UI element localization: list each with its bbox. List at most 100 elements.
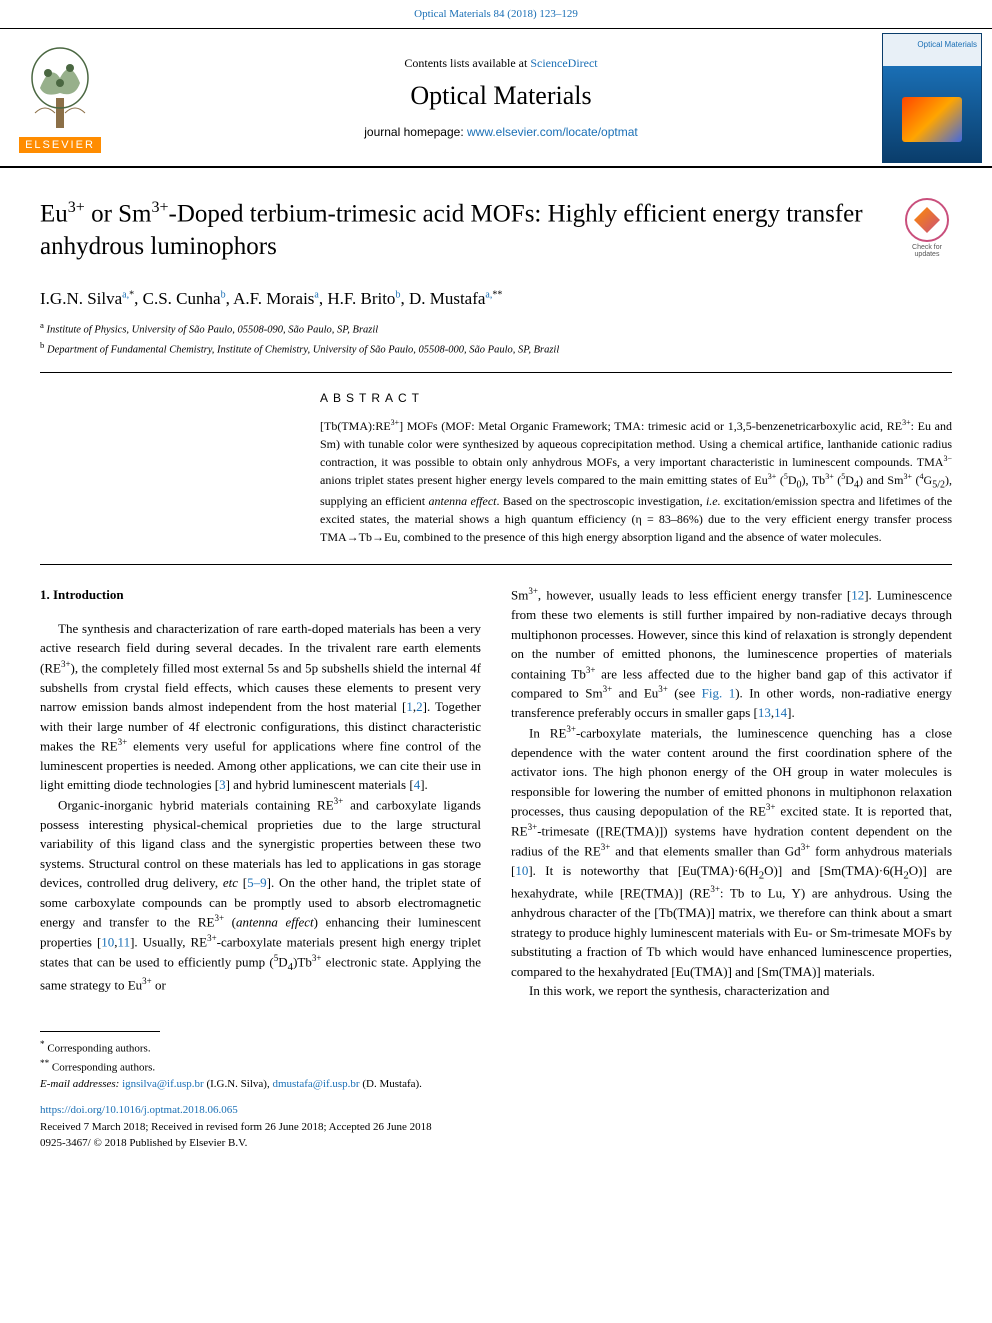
body-text: )Tb (293, 954, 312, 969)
body-para-2: Organic-inorganic hybrid materials conta… (40, 795, 481, 995)
journal-homepage-line: journal homepage: www.elsevier.com/locat… (120, 125, 882, 139)
cover-box: Optical Materials (882, 33, 982, 163)
abs-sub: 5/2 (932, 479, 945, 490)
journal-name: Optical Materials (120, 81, 882, 111)
abs-part: ), Tb (802, 473, 826, 487)
cover-title: Optical Materials (917, 40, 977, 49)
body-text: Sm (511, 588, 528, 603)
body-text: D (278, 954, 287, 969)
abs-part: anions triplet states present higher ene… (320, 473, 768, 487)
body-text: In RE (529, 725, 566, 740)
main-content: 1. Introduction The synthesis and charac… (0, 565, 992, 1020)
footer-section: * Corresponding authors. ** Correspondin… (0, 1021, 992, 1172)
abs-part: [Tb(TMA):RE (320, 419, 391, 433)
ref-link[interactable]: 14 (774, 705, 787, 720)
abs-part: ] MOFs (MOF: Metal Organic Framework; TM… (399, 419, 902, 433)
abs-part: G (924, 473, 933, 487)
doi-line: https://doi.org/10.1016/j.optmat.2018.06… (40, 1102, 952, 1119)
body-text: O)] and [Sm(TMA)·6(H (764, 863, 903, 878)
abs-italic: antenna effect (429, 494, 497, 508)
body-sup: 3+ (118, 737, 128, 747)
email-link-2[interactable]: dmustafa@if.usp.br (272, 1078, 359, 1090)
sciencedirect-link[interactable]: ScienceDirect (530, 56, 597, 70)
corr-text: Corresponding authors. (45, 1042, 151, 1054)
body-para-5: In this work, we report the synthesis, c… (511, 981, 952, 1001)
ref-link[interactable]: 10 (101, 934, 114, 949)
abs-part: D (788, 473, 797, 487)
check-updates-text: Check for updates (902, 244, 952, 258)
body-text: ]. (787, 705, 795, 720)
abs-part: . Based on the spectroscopic investigati… (497, 494, 706, 508)
email-name: (I.G.N. Silva), (204, 1078, 273, 1090)
check-inner-icon (914, 207, 940, 233)
abs-part: ( (776, 473, 784, 487)
elsevier-tree-icon (20, 43, 100, 133)
body-text: ] and hybrid luminescent materials [ (226, 777, 414, 792)
email-name: (D. Mustafa). (360, 1078, 422, 1090)
authors-line: I.G.N. Silvaa,*, C.S. Cunhab, A.F. Morai… (0, 289, 992, 309)
body-sup: 3+ (801, 842, 811, 852)
abstract-text: [Tb(TMA):RE3+] MOFs (MOF: Metal Organic … (320, 417, 952, 546)
ref-link[interactable]: 10 (515, 863, 528, 878)
corresponding-1: * Corresponding authors. (40, 1038, 952, 1057)
abs-sup: 3+ (391, 418, 400, 427)
check-badge-icon (905, 198, 949, 242)
author-name: I.G.N. Silva (40, 289, 122, 308)
contents-prefix: Contents lists available at (404, 56, 530, 70)
ref-link[interactable]: 12 (851, 588, 864, 603)
ref-link[interactable]: 13 (758, 705, 771, 720)
body-text: ]. Usually, RE (130, 934, 207, 949)
footer-divider (40, 1031, 160, 1032)
elsevier-logo: ELSEVIER (0, 28, 120, 168)
body-text: and that elements smaller than Gd (610, 843, 800, 858)
body-text: In this work, we report the synthesis, c… (529, 983, 829, 998)
title-part: Eu (40, 200, 68, 227)
doi-link[interactable]: https://doi.org/10.1016/j.optmat.2018.06… (40, 1104, 238, 1116)
body-sup: 3+ (207, 933, 217, 943)
body-sup: 3+ (658, 684, 668, 694)
homepage-link[interactable]: www.elsevier.com/locate/optmat (467, 125, 638, 139)
author-name: , H.F. Brito (319, 289, 396, 308)
abstract-spacer (40, 391, 320, 546)
corr-text: Corresponding authors. (49, 1061, 155, 1073)
body-sup: 3+ (312, 953, 322, 963)
body-sup: 3+ (142, 976, 152, 986)
abs-sup: 3+ (768, 472, 777, 481)
abs-sup: 3+ (902, 418, 911, 427)
journal-citation-link[interactable]: Optical Materials 84 (2018) 123–129 (414, 8, 578, 20)
abstract-heading: ABSTRACT (320, 391, 952, 405)
body-sup: 3+ (528, 586, 538, 596)
aff-text: Department of Fundamental Chemistry, Ins… (44, 344, 559, 355)
affiliations: a Institute of Physics, University of Sã… (0, 319, 992, 372)
cover-image-icon (902, 97, 962, 142)
check-updates-badge[interactable]: Check for updates (902, 198, 952, 258)
body-text: and Eu (612, 686, 658, 701)
body-text: ]. (420, 777, 428, 792)
header-band: ELSEVIER Contents lists available at Sci… (0, 28, 992, 168)
ref-link[interactable]: Fig. 1 (702, 686, 736, 701)
abs-sup: 3+ (825, 472, 834, 481)
author-star: ** (492, 290, 502, 301)
title-text: Eu3+ or Sm3+-Doped terbium-trimesic acid… (40, 198, 882, 279)
section-heading: 1. Introduction (40, 585, 481, 605)
body-para-4: In RE3+-carboxylate materials, the lumin… (511, 723, 952, 981)
body-text: Organic-inorganic hybrid materials conta… (58, 797, 334, 812)
title-section: Eu3+ or Sm3+-Doped terbium-trimesic acid… (0, 168, 992, 289)
ref-link[interactable]: 5–9 (247, 875, 267, 890)
affiliation-a: a Institute of Physics, University of Sã… (40, 319, 952, 338)
copyright-line: 0925-3467/ © 2018 Published by Elsevier … (40, 1135, 952, 1152)
body-sup: 3+ (601, 842, 611, 852)
body-para-3: Sm3+, however, usually leads to less eff… (511, 585, 952, 722)
homepage-prefix: journal homepage: (364, 125, 467, 139)
body-sup: 3+ (61, 659, 71, 669)
journal-citation-top: Optical Materials 84 (2018) 123–129 (0, 0, 992, 28)
body-para-1: The synthesis and characterization of ra… (40, 619, 481, 795)
abs-part: D (845, 473, 854, 487)
body-italic: etc (223, 875, 238, 890)
body-sup: 3+ (586, 665, 596, 675)
abs-part: ( (912, 473, 920, 487)
ref-link[interactable]: 11 (118, 934, 131, 949)
email-link-1[interactable]: ignsilva@if.usp.br (122, 1078, 204, 1090)
author-name: , D. Mustafa (400, 289, 485, 308)
abstract-content: ABSTRACT [Tb(TMA):RE3+] MOFs (MOF: Metal… (320, 391, 952, 546)
